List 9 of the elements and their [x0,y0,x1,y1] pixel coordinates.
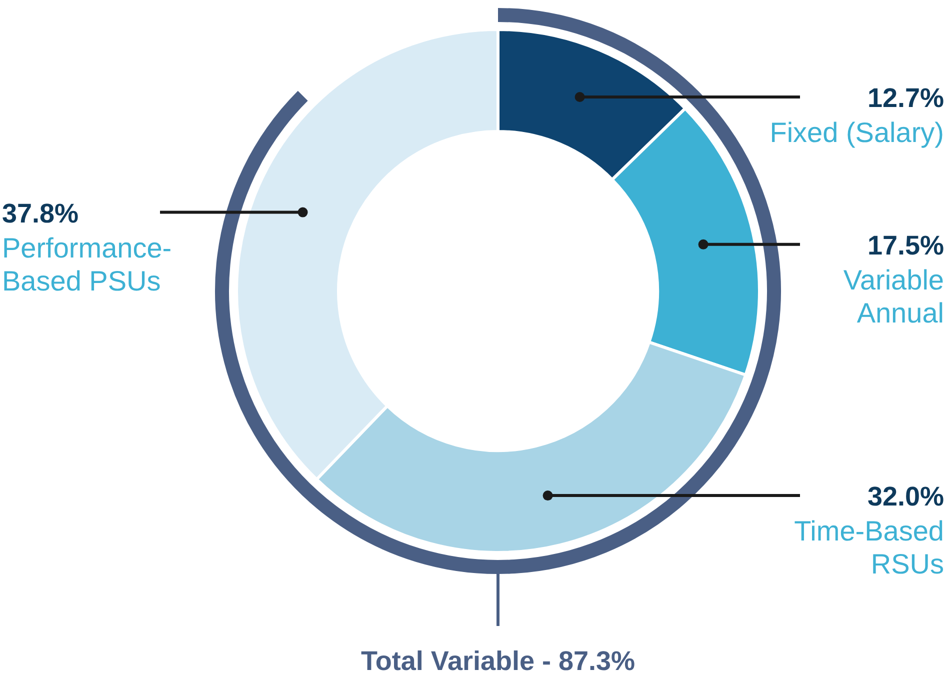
data-label: 37.8% [2,198,79,228]
data-label: 12.7% [867,83,944,114]
slice-label: Time-Based RSUs [794,516,944,580]
slice-label: Fixed (Salary) [770,117,944,148]
data-label: 17.5% [867,230,944,260]
data-label: 32.0% [867,482,944,512]
text: Total Variable - 87.3% [360,646,636,676]
slice-label: Performance-Based PSUs [2,232,172,296]
slice-label: Variable Annual [843,264,944,328]
